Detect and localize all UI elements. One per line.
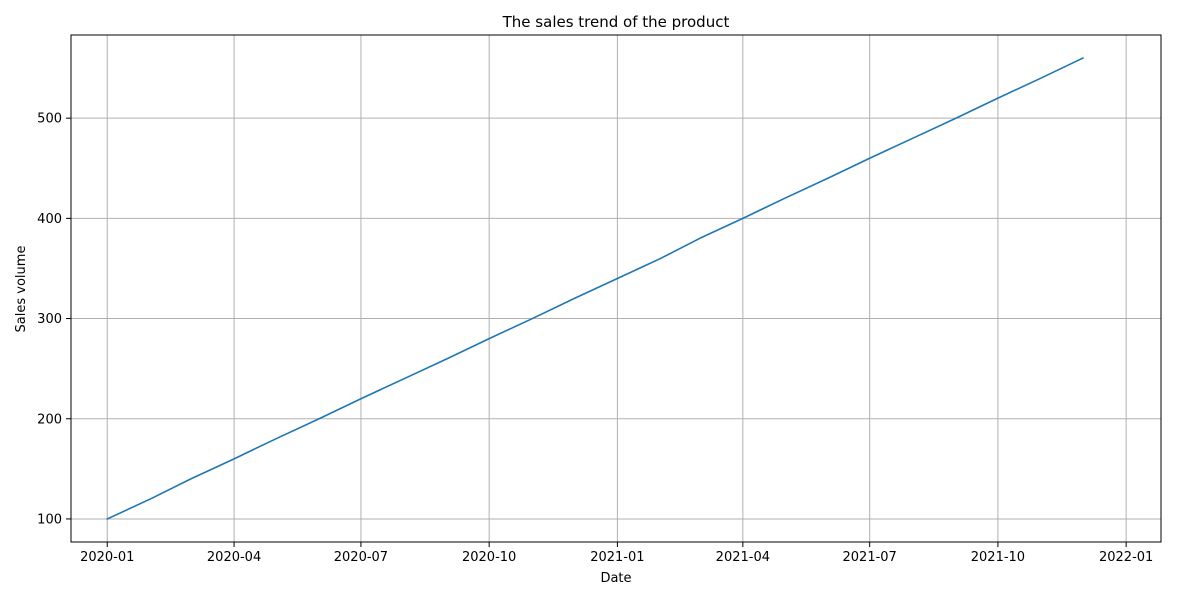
y-tick-label: 200 xyxy=(37,412,62,427)
y-axis: 100 200 300 400 500 xyxy=(37,112,71,527)
series-line xyxy=(106,56,1085,521)
data-point xyxy=(742,218,744,220)
data-point xyxy=(827,177,829,179)
x-axis-label: Date xyxy=(600,571,631,586)
data-point xyxy=(617,278,619,280)
data-point xyxy=(699,238,701,240)
x-tick-label: 2022-01 xyxy=(1099,550,1153,565)
plot-frame xyxy=(70,34,1162,543)
data-point xyxy=(532,318,534,320)
x-tick-label: 2021-07 xyxy=(843,550,897,565)
x-tick-label: 2020-04 xyxy=(207,550,261,565)
data-point xyxy=(488,338,490,340)
y-tick-label: 300 xyxy=(37,312,62,327)
data-point xyxy=(869,157,871,159)
x-axis: 2020-01 2020-04 2020-07 2020-10 2021-01 2021-… xyxy=(80,542,1153,565)
data-point xyxy=(997,97,999,99)
data-point xyxy=(660,258,662,260)
data-point xyxy=(150,498,152,500)
data-point xyxy=(360,398,362,400)
y-tick-label: 100 xyxy=(37,512,62,527)
data-point xyxy=(447,358,449,360)
x-tick-label: 2021-10 xyxy=(971,550,1025,565)
x-tick-label: 2021-01 xyxy=(590,550,644,565)
series-layer xyxy=(106,56,1085,521)
x-tick-label: 2020-10 xyxy=(462,550,516,565)
x-tick-label: 2020-01 xyxy=(80,550,134,565)
data-point xyxy=(912,137,914,139)
x-tick-label: 2020-07 xyxy=(334,550,388,565)
y-tick-label: 400 xyxy=(37,212,62,227)
data-point xyxy=(1040,77,1042,79)
data-point xyxy=(233,458,235,460)
data-point xyxy=(190,478,192,480)
data-point xyxy=(784,198,786,200)
data-point xyxy=(106,518,108,520)
data-point xyxy=(573,298,575,300)
chart-title: The sales trend of the product xyxy=(502,13,730,31)
x-tick-label: 2021-04 xyxy=(716,550,770,565)
data-point xyxy=(318,418,320,420)
y-axis-label: Sales volume xyxy=(14,246,29,333)
grid xyxy=(71,35,1161,542)
data-point xyxy=(275,438,277,440)
data-point xyxy=(1082,57,1084,59)
data-point xyxy=(955,117,957,119)
data-point xyxy=(403,378,405,380)
y-tick-label: 500 xyxy=(37,112,62,127)
